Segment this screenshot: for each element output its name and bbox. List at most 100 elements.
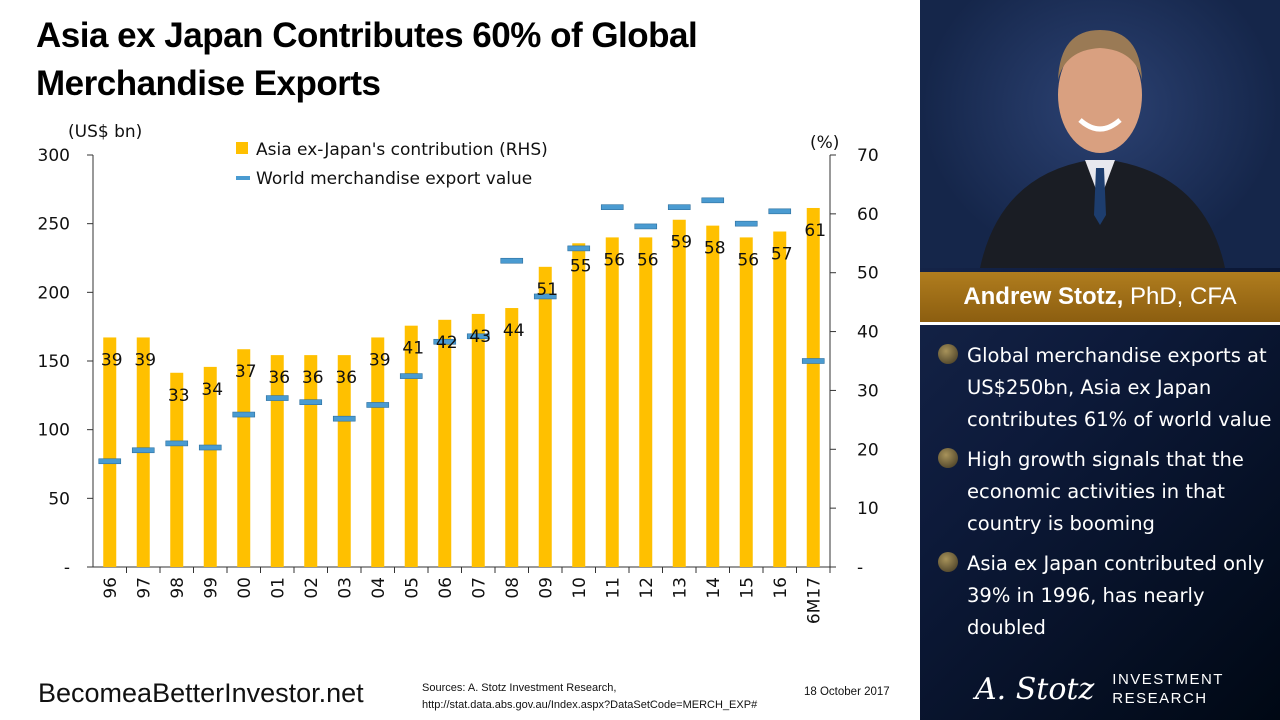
left-axis-label: (US$ bn) [68, 122, 142, 142]
bar-data-label: 56 [637, 250, 659, 270]
site-name: BecomeaBetterInvestor.net [38, 678, 364, 708]
bar [672, 219, 686, 567]
bar [404, 325, 418, 567]
bar [203, 366, 217, 567]
bar-data-label: 39 [369, 350, 391, 370]
marker [600, 204, 624, 210]
x-tick-label: 97 [134, 577, 154, 599]
x-tick-label: 03 [335, 577, 355, 599]
bullet-text: High growth signals that the economic ac… [967, 448, 1244, 535]
right-tick-label: 10 [857, 499, 879, 519]
bar-data-label: 42 [436, 333, 458, 353]
x-tick-label: 07 [469, 577, 489, 599]
marker [433, 338, 457, 345]
bar-data-label: 61 [804, 221, 826, 241]
right-tick-label: 20 [857, 440, 879, 460]
bar [572, 243, 586, 568]
x-tick-label: 15 [737, 577, 757, 599]
left-tick-label: 50 [48, 489, 70, 509]
x-tick-label: 01 [268, 577, 288, 599]
marker [768, 208, 792, 215]
bar [170, 372, 184, 567]
sources-line-2: http://stat.data.abs.gov.au/Index.aspx?D… [422, 699, 758, 711]
bar-data-label: 39 [134, 350, 156, 370]
x-tick-label: 12 [637, 577, 657, 599]
marker [634, 223, 658, 230]
logo-signature: A. Stotz [975, 671, 1095, 707]
bar-data-label: 33 [168, 386, 190, 406]
list-item: Global merchandise exports at US$250bn, … [938, 340, 1273, 436]
x-tick-label: 96 [101, 577, 121, 599]
marker [533, 293, 557, 300]
sidebar: Andrew Stotz, PhD, CFA Global merchandis… [920, 0, 1280, 720]
bar [639, 237, 653, 567]
list-item: Asia ex Japan contributed only 39% in 19… [938, 548, 1273, 644]
bar [237, 349, 251, 567]
marker [98, 458, 122, 465]
bar [538, 266, 552, 567]
bar [337, 355, 351, 567]
bar-data-label: 57 [771, 245, 793, 265]
marker [399, 373, 423, 379]
x-tick-label: 99 [201, 577, 221, 599]
x-tick-label: 04 [369, 577, 389, 599]
bar-data-label: 36 [302, 368, 324, 388]
x-tick-label: 16 [771, 577, 791, 599]
x-tick-label: 05 [402, 577, 422, 599]
left-tick-label: 250 [38, 215, 70, 235]
bar-data-label: 55 [570, 256, 592, 276]
right-tick-label: - [857, 558, 863, 578]
bar-data-label: 56 [737, 250, 759, 270]
bar-data-label: 36 [335, 368, 357, 388]
bar-data-label: 41 [402, 339, 424, 359]
legend-bar-swatch [236, 142, 248, 154]
bullet-icon [938, 344, 958, 364]
marker [131, 447, 155, 454]
presenter-name: Andrew Stotz, [963, 283, 1124, 310]
bar-data-label: 59 [670, 233, 692, 253]
presenter-credentials: PhD, CFA [1123, 283, 1237, 310]
sources: Sources: A. Stotz Investment Research, h… [422, 680, 757, 714]
sources-line-1: Sources: A. Stotz Investment Research, [422, 682, 617, 694]
bullet-icon [938, 552, 958, 572]
bar [103, 337, 117, 567]
bar [739, 237, 753, 567]
bar-data-label: 58 [704, 239, 726, 259]
marker [801, 358, 825, 364]
bullet-text: Global merchandise exports at US$250bn, … [967, 344, 1272, 431]
right-tick-label: 30 [857, 381, 879, 401]
left-tick-label: 300 [38, 146, 70, 166]
x-tick-label: 06 [436, 577, 456, 599]
bar-data-label: 51 [536, 280, 558, 300]
x-tick-label: 11 [603, 577, 623, 599]
right-tick-label: 50 [857, 264, 879, 284]
legend-bar-label: Asia ex-Japan's contribution (RHS) [256, 140, 548, 160]
marker [232, 411, 256, 418]
right-tick-label: 60 [857, 205, 879, 225]
presenter-name-banner: Andrew Stotz, PhD, CFA [920, 272, 1280, 325]
marker [299, 399, 323, 406]
left-tick-label: - [64, 558, 70, 578]
right-axis-label: (%) [810, 133, 839, 153]
x-tick-label: 10 [570, 577, 590, 599]
x-tick-label: 00 [235, 577, 255, 599]
x-tick-label: 08 [503, 577, 523, 599]
bar [270, 355, 284, 567]
list-item: High growth signals that the economic ac… [938, 444, 1273, 540]
logo-line-2: RESEARCH [1112, 690, 1208, 707]
bar [304, 355, 318, 567]
marker [701, 197, 725, 204]
logo-line-1: INVESTMENT [1112, 671, 1224, 688]
bar-data-label: 44 [503, 321, 525, 341]
bullet-text: Asia ex Japan contributed only 39% in 19… [967, 552, 1265, 639]
left-tick-label: 200 [38, 283, 70, 303]
page-title: Asia ex Japan Contributes 60% of Global … [36, 16, 698, 103]
bar-data-label: 39 [101, 350, 123, 370]
legend-marker-swatch [236, 176, 250, 180]
bar-data-label: 56 [603, 250, 625, 270]
right-tick-label: 40 [857, 323, 879, 343]
left-tick-label: 100 [38, 421, 70, 441]
left-tick-label: 150 [38, 352, 70, 372]
x-tick-label: 09 [536, 577, 556, 599]
